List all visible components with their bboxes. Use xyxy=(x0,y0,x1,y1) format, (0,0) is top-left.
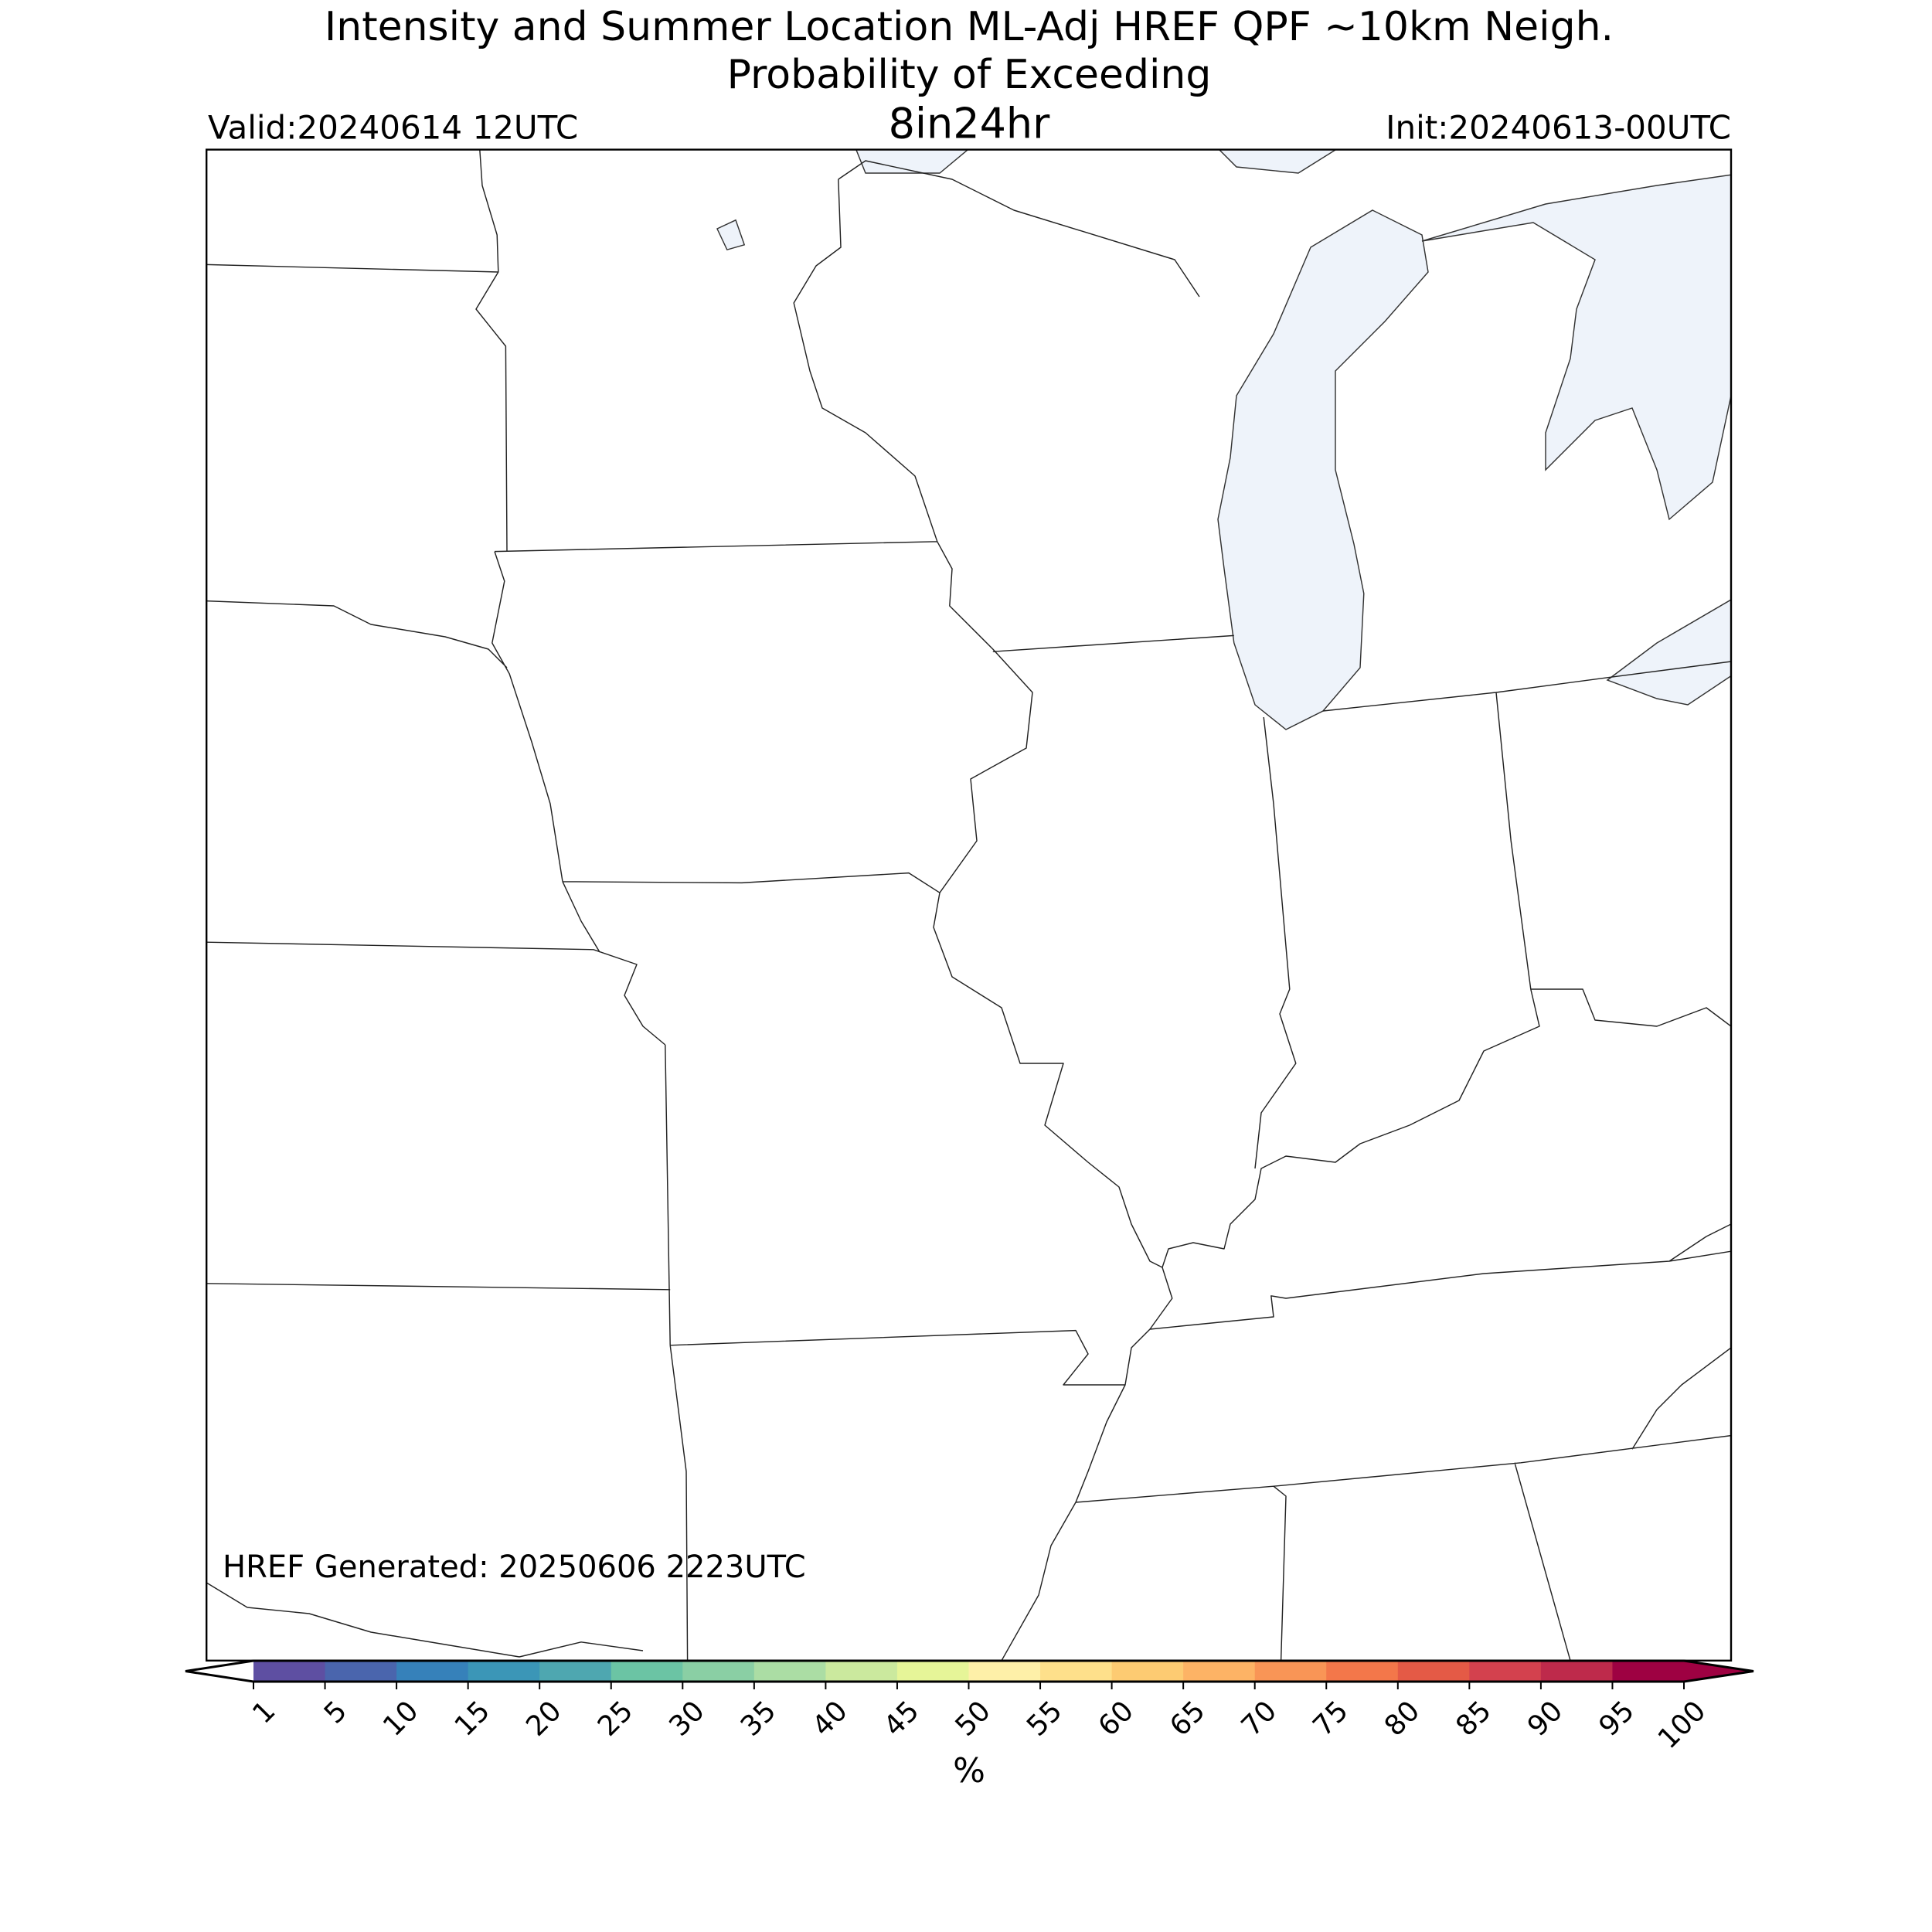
colorbar-segment xyxy=(253,1661,326,1682)
lake-superior xyxy=(855,149,1337,174)
valid-time: Valid:20240614 12UTC xyxy=(208,109,578,147)
colorbar-segment xyxy=(1183,1661,1256,1682)
lake-huron xyxy=(1421,174,1732,521)
colorbar-segment xyxy=(753,1661,826,1682)
colorbar-segment xyxy=(1469,1661,1542,1682)
lake-erie xyxy=(1606,599,1732,706)
map-geography xyxy=(206,149,1732,1661)
colorbar-segment xyxy=(1397,1661,1470,1682)
colorbar-label: % xyxy=(953,1751,985,1791)
colorbar-segment xyxy=(1040,1661,1113,1682)
colorbar-segment xyxy=(325,1661,397,1682)
colorbar-segment xyxy=(1540,1661,1613,1682)
colorbar-over xyxy=(1684,1661,1753,1682)
colorbar-under xyxy=(185,1661,253,1682)
colorbar-segment xyxy=(468,1661,540,1682)
title: Intensity and Summer Location ML-Adj HRE… xyxy=(325,4,1614,50)
init-time: Init:20240613-00UTC xyxy=(1386,109,1731,147)
colorbar-segment xyxy=(825,1661,898,1682)
subtitle: Probability of Exceeding xyxy=(727,52,1212,98)
colorbar-segment xyxy=(611,1661,683,1682)
colorbar-segment xyxy=(1111,1661,1184,1682)
colorbar-segment xyxy=(1612,1661,1685,1682)
colorbar-segment xyxy=(1254,1661,1327,1682)
colorbar-segment xyxy=(896,1661,969,1682)
colorbar-segment xyxy=(396,1661,469,1682)
colorbar-segment xyxy=(539,1661,612,1682)
threshold: 8in24hr xyxy=(889,100,1051,148)
state-borders xyxy=(206,149,1732,1661)
lake-michigan xyxy=(1217,209,1429,730)
colorbar-segment xyxy=(1326,1661,1399,1682)
map xyxy=(206,148,1733,1662)
small-lake xyxy=(716,219,746,251)
generated-note: HREF Generated: 20250606 2223UTC xyxy=(223,1549,806,1585)
colorbar-segment xyxy=(682,1661,755,1682)
colorbar-segment xyxy=(968,1661,1041,1682)
